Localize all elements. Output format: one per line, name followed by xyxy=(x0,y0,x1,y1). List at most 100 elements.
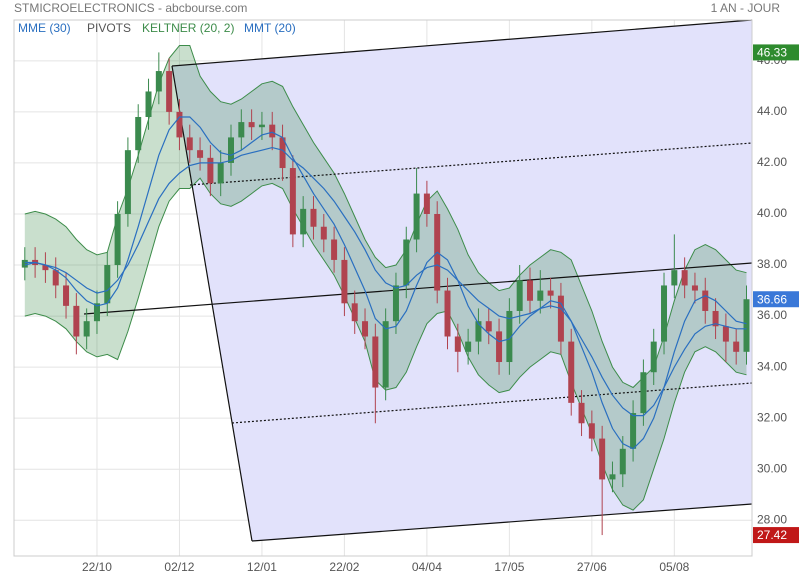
candle-body xyxy=(547,290,554,296)
candle-body xyxy=(145,91,152,117)
price-badge xyxy=(753,527,799,544)
legend-item[interactable]: MMT (20) xyxy=(244,21,296,35)
candle-body xyxy=(166,71,173,112)
overlays xyxy=(24,116,747,450)
legend: MME (30) PIVOTS KELTNER (20, 2) MMT (20) xyxy=(18,21,296,35)
candle-body xyxy=(228,137,234,163)
candle-body xyxy=(83,321,90,337)
candle-body xyxy=(557,295,564,342)
candle-body xyxy=(681,270,688,286)
candle-body xyxy=(73,305,80,337)
candle-body xyxy=(691,285,698,291)
candle-body xyxy=(300,208,307,235)
candle-body xyxy=(93,303,100,322)
candle-body xyxy=(114,213,121,266)
axes: 28.00 30.00 32.00 34.00 36.00 38.00 40.00 42.00… xyxy=(82,44,799,574)
x-tick-label: 05/08 xyxy=(659,560,689,574)
candle-body xyxy=(124,150,131,214)
channel-dotted xyxy=(231,382,753,424)
candle-body xyxy=(135,116,142,151)
candle-body xyxy=(609,474,616,480)
candle-body xyxy=(619,448,626,475)
candle-body xyxy=(63,285,70,306)
y-tick-label: 44.00 xyxy=(757,104,787,118)
candle-body xyxy=(320,226,327,240)
candle-body xyxy=(650,341,657,373)
x-tick-label: 22/02 xyxy=(329,560,359,574)
x-tick-label: 02/12 xyxy=(164,560,194,574)
candle-body xyxy=(155,71,162,92)
candle-body xyxy=(392,285,399,322)
y-tick-label: 32.00 xyxy=(757,410,787,424)
candle-body xyxy=(722,326,729,342)
keltner-band xyxy=(24,45,747,511)
candle-body xyxy=(506,310,513,363)
y-tick-label: 40.00 xyxy=(757,206,787,220)
moving-average xyxy=(24,146,747,417)
channel-line xyxy=(171,19,753,67)
channel-dotted xyxy=(189,142,753,186)
pitchfork-lines xyxy=(83,19,753,542)
candle-body xyxy=(351,303,358,322)
candle-body xyxy=(640,372,647,414)
channel-line xyxy=(251,503,753,542)
chart-title: STMICROELECTRONICS - abcbourse.com xyxy=(14,1,247,15)
candle-body xyxy=(372,336,379,388)
pitchfork-area xyxy=(172,20,752,541)
candle-body xyxy=(197,150,204,158)
candle-body xyxy=(279,137,286,169)
candle-body xyxy=(186,137,193,151)
candle-body xyxy=(671,270,678,286)
candle-body xyxy=(207,157,214,184)
candle-body xyxy=(485,321,492,332)
candle-body xyxy=(331,239,338,260)
candle-body xyxy=(341,259,348,304)
candle-body xyxy=(238,122,245,138)
legend-item[interactable]: PIVOTS xyxy=(87,21,131,35)
y-tick-label: 28.00 xyxy=(757,512,787,526)
y-tick-label: 38.00 xyxy=(757,257,787,271)
candle-body xyxy=(444,290,451,337)
candle-body xyxy=(578,402,585,424)
candle-body xyxy=(496,331,503,363)
candle-body xyxy=(413,193,420,240)
legend-item[interactable]: MME (30) xyxy=(18,21,71,35)
y-tick-label: 34.00 xyxy=(757,359,787,373)
x-tick-label: 04/04 xyxy=(412,560,442,574)
x-tick-label: 27/06 xyxy=(577,560,607,574)
channel-line xyxy=(171,65,253,542)
y-tick-label: 36.00 xyxy=(757,308,787,322)
candle-body xyxy=(362,321,369,337)
y-tick-label: 30.00 xyxy=(757,461,787,475)
price-badge xyxy=(753,44,799,61)
candle-body xyxy=(258,124,265,128)
plot-frame xyxy=(13,19,753,557)
x-tick-label: 12/01 xyxy=(247,560,277,574)
channel-line xyxy=(83,262,753,315)
candle-body xyxy=(104,265,111,304)
candle-body xyxy=(403,239,410,286)
candle-body xyxy=(588,423,595,439)
candle-body xyxy=(42,265,49,271)
candle-body xyxy=(269,124,276,138)
price-badge-label: 46.33 xyxy=(757,46,787,60)
candle-body xyxy=(465,341,472,352)
candle-body xyxy=(176,111,183,138)
candle-body xyxy=(423,193,430,214)
candle-body xyxy=(526,280,533,301)
candle-body xyxy=(516,280,523,311)
price-badge-label: 36.66 xyxy=(757,292,787,306)
candle-body xyxy=(217,162,224,184)
candle-body xyxy=(52,270,59,286)
candle-body xyxy=(743,299,750,352)
candle-body xyxy=(599,438,606,480)
candles xyxy=(21,52,750,536)
candle-body xyxy=(568,341,575,403)
period[interactable]: 1 AN - JOUR xyxy=(711,1,781,15)
y-tick-label: 42.00 xyxy=(757,155,787,169)
candle-body xyxy=(537,290,544,301)
legend-item[interactable]: KELTNER (20, 2) xyxy=(142,21,234,35)
candle-body xyxy=(310,208,317,227)
candle-body xyxy=(661,285,668,342)
